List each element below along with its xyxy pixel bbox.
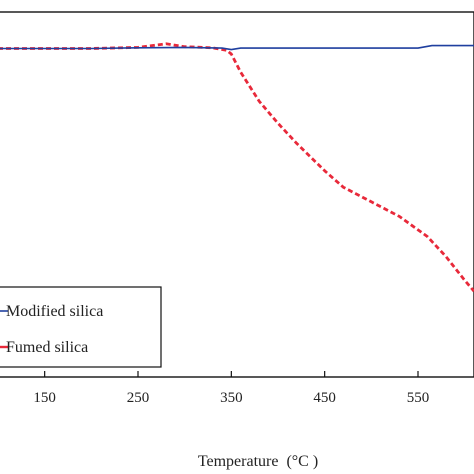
legend-label: Fumed silica — [6, 339, 88, 356]
plot-border — [0, 11, 474, 378]
series-line-modified-silica — [0, 44, 474, 51]
legend-box — [0, 286, 162, 368]
plot-frame — [0, 11, 474, 378]
x-tick-label: 350 — [220, 390, 243, 406]
x-axis: 150 250 350 450 550 — [33, 371, 429, 406]
legend-label: Modified silica — [6, 303, 103, 320]
x-tick-label: 550 — [407, 390, 430, 406]
series-line-fumed-silica — [0, 42, 474, 293]
x-tick-label: 250 — [127, 390, 150, 406]
series-lines — [0, 42, 474, 293]
x-tick-label: 150 — [33, 390, 56, 406]
legend: Modified silica Fumed silica — [0, 286, 162, 368]
x-axis-title: Temperature (°C ) — [198, 453, 318, 470]
x-tick-label: 450 — [313, 390, 336, 406]
